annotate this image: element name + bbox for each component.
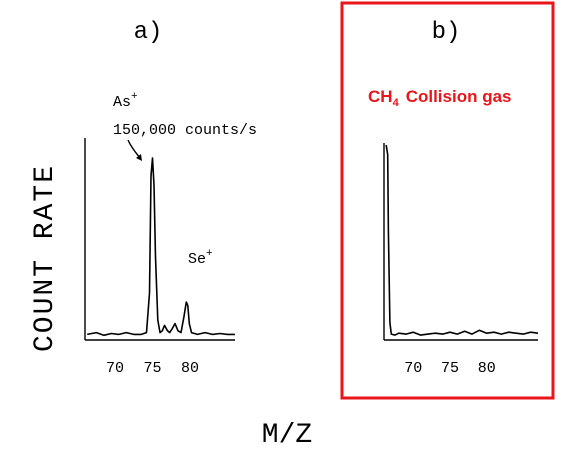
panel-a-trace — [87, 157, 235, 337]
panel-b-trace — [385, 144, 539, 336]
x-tick-label: 75 — [441, 360, 459, 377]
x-tick-label: 80 — [181, 360, 199, 377]
panel-a: a) 70 75 80 As+ 150,000 counts/s Se+ — [84, 19, 257, 377]
collision-gas-title-suffix: Collision gas — [406, 87, 512, 106]
se-ion-label: Se — [188, 251, 206, 268]
x-tick-label: 70 — [106, 360, 124, 377]
as-ion-label: As — [113, 94, 131, 111]
counts-annotation: 150,000 counts/s — [113, 122, 257, 139]
x-tick-label: 70 — [404, 360, 422, 377]
annotation-arrowhead — [136, 154, 142, 161]
panel-b: b) CH4 Collision gas 70 75 80 — [340, 1, 555, 400]
x-tick-label: 75 — [143, 360, 161, 377]
panel-b-x-ticks: 70 75 80 — [404, 360, 495, 377]
se-annotation: Se+ — [188, 248, 213, 268]
as-annotation: As+ — [113, 91, 138, 111]
y-axis-label: COUNT RATE — [30, 164, 61, 352]
collision-gas-title: CH4 Collision gas — [368, 87, 511, 109]
annotation-arrow — [127, 139, 141, 159]
panel-b-label: b) — [432, 19, 461, 46]
panel-a-x-ticks: 70 75 80 — [106, 360, 199, 377]
x-axis-label: M/Z — [262, 420, 312, 451]
x-tick-label: 80 — [478, 360, 496, 377]
as-charge-label: + — [131, 91, 138, 103]
collision-gas-title-prefix: CH — [368, 87, 393, 106]
collision-gas-title-subscript: 4 — [393, 97, 400, 109]
highlight-box — [340, 1, 555, 400]
se-charge-label: + — [206, 248, 213, 260]
panel-a-label: a) — [134, 19, 163, 46]
